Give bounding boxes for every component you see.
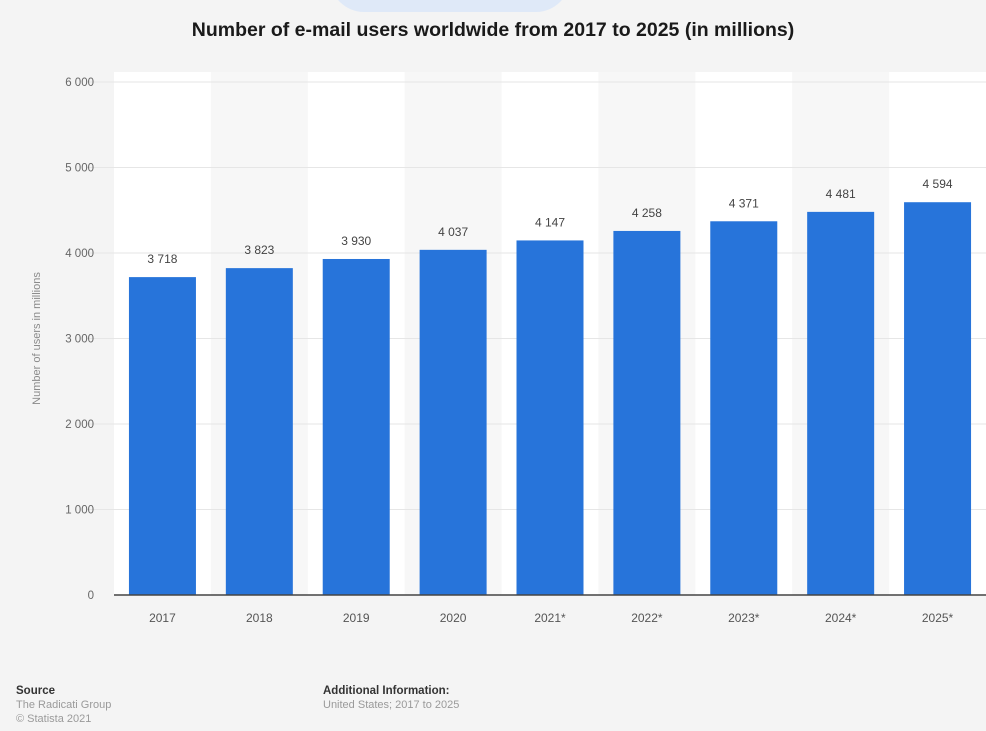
x-tick-label: 2022* xyxy=(631,611,663,625)
y-axis-title: Number of users in millions xyxy=(31,272,43,405)
y-tick-label: 5 000 xyxy=(65,163,94,175)
y-tick-label: 4 000 xyxy=(65,248,94,260)
y-tick-label: 0 xyxy=(88,590,94,602)
x-tick-label: 2025* xyxy=(922,611,954,625)
source-line-2: © Statista 2021 xyxy=(16,713,92,725)
x-tick-label: 2020 xyxy=(440,611,467,625)
x-tick-label: 2018 xyxy=(246,611,273,625)
bar xyxy=(904,202,972,595)
bar-value-label: 4 258 xyxy=(632,206,662,220)
bar xyxy=(128,277,196,595)
bar xyxy=(225,268,293,595)
source-block: Source The Radicati Group © Statista 202… xyxy=(16,684,111,726)
x-tick-label: 2017 xyxy=(149,611,176,625)
bar-value-label: 3 930 xyxy=(341,234,371,248)
chart-title: Number of e-mail users worldwide from 20… xyxy=(191,19,795,41)
y-tick-label: 6 000 xyxy=(65,77,94,89)
header-decoration xyxy=(330,0,570,12)
bar-value-label: 4 594 xyxy=(923,177,953,191)
source-line-1: The Radicati Group xyxy=(16,699,112,711)
bar xyxy=(516,240,584,595)
bar-value-label: 4 037 xyxy=(438,225,468,239)
additional-info-heading: Additional Information: xyxy=(323,685,450,697)
additional-info-line: United States; 2017 to 2025 xyxy=(323,699,460,711)
additional-info-block: Additional Information: United States; 2… xyxy=(323,684,459,712)
x-tick-label: 2021* xyxy=(534,611,566,625)
bar-value-label: 4 147 xyxy=(535,215,565,229)
bar xyxy=(613,230,681,596)
x-tick-label: 2019 xyxy=(343,611,370,625)
bar-value-label: 4 481 xyxy=(826,187,856,201)
x-tick-label: 2023* xyxy=(728,611,760,625)
x-tick-label: 2024* xyxy=(825,611,857,625)
bar-value-label: 3 718 xyxy=(147,252,177,266)
bar xyxy=(807,211,875,595)
y-tick-label: 2 000 xyxy=(65,419,94,431)
source-heading: Source xyxy=(16,685,55,697)
y-tick-label: 3 000 xyxy=(65,334,94,346)
y-tick-label: 1 000 xyxy=(65,505,94,517)
bar xyxy=(322,258,390,595)
bar-chart: 0 1 000 2 000 3 000 4 000 5 000 6 000 Number of… xyxy=(31,72,986,625)
bar xyxy=(710,221,778,596)
bar xyxy=(419,249,487,596)
bar-value-label: 4 371 xyxy=(729,196,759,210)
bar-value-label: 3 823 xyxy=(244,243,274,257)
